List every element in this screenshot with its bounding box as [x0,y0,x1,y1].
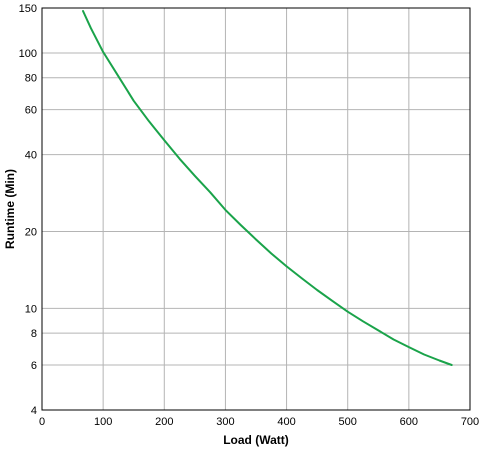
y-tick-label: 20 [25,226,37,238]
y-tick-label: 4 [31,405,37,417]
y-tick-label: 60 [25,105,37,117]
x-tick-label: 100 [94,416,112,428]
y-tick-label: 80 [25,73,37,85]
x-tick-label: 200 [155,416,173,428]
x-tick-label: 600 [400,416,418,428]
x-tick-label: 400 [277,416,295,428]
y-tick-label: 100 [19,48,37,60]
x-tick-label: 300 [216,416,234,428]
x-tick-label: 0 [39,416,45,428]
x-tick-label: 700 [461,416,479,428]
y-tick-labels: 4 6 8 10 20 40 60 80 100 150 [19,3,37,417]
x-axis-title: Load (Watt) [223,433,289,447]
runtime-series-line [82,10,453,366]
x-tick-labels: 0 100 200 300 400 500 600 700 [39,416,479,428]
y-tick-label: 10 [25,303,37,315]
plot-frame [41,7,471,411]
y-tick-label: 8 [31,328,37,340]
y-tick-label: 150 [19,3,37,15]
series-layer [82,10,453,366]
y-tick-label: 40 [25,150,37,162]
y-tick-label: 6 [31,360,37,372]
x-tick-label: 500 [339,416,357,428]
y-axis-title: Runtime (Min) [3,169,17,249]
